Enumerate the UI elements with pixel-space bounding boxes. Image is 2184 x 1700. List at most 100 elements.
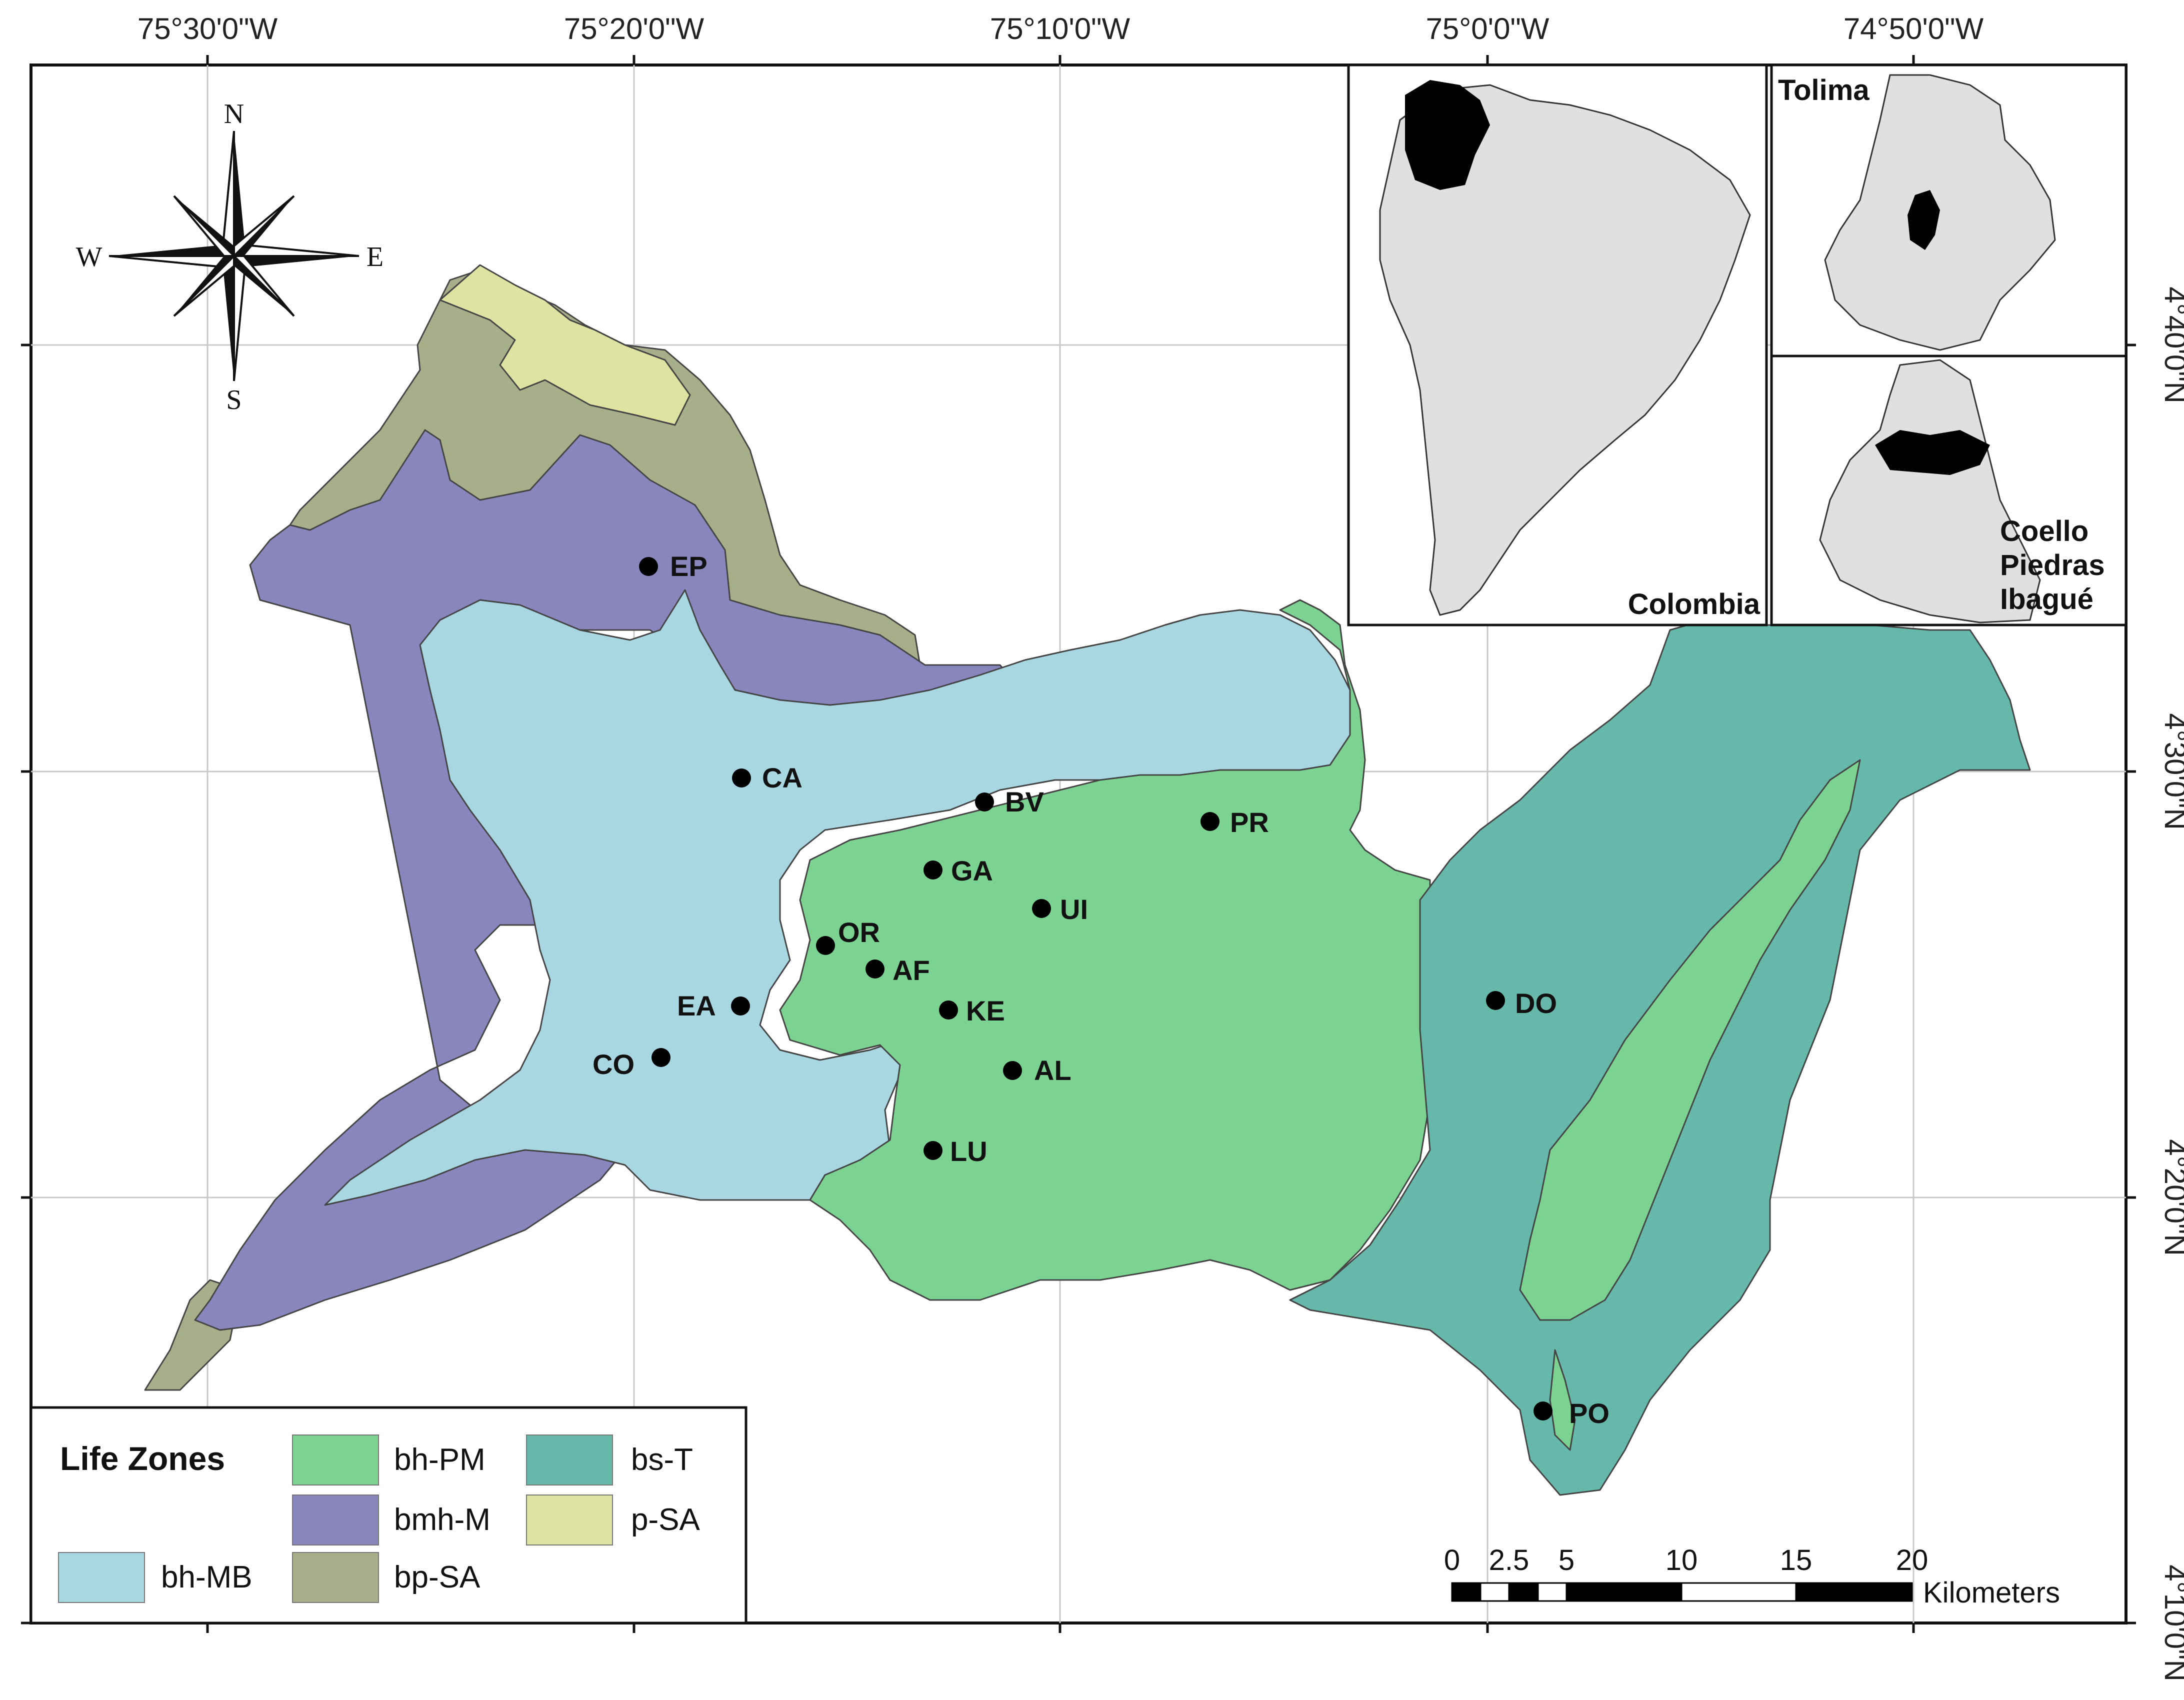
legend-label: bh-MB — [161, 1560, 252, 1594]
site-marker — [975, 792, 994, 812]
legend-label: bmh-M — [394, 1502, 490, 1537]
sites-layer: EP CA BV PR GA UI OR AF EA KE CO AL LU D… — [592, 550, 1610, 1429]
site-marker — [1003, 1061, 1022, 1080]
site-po[interactable]: PO — [1534, 1398, 1610, 1429]
legend-label: bh-PM — [394, 1442, 486, 1477]
legend-item-bh-mb: bh-MB — [58, 1552, 252, 1603]
legend-swatch — [58, 1552, 145, 1603]
site-af[interactable]: AF — [866, 954, 930, 986]
site-label: UI — [1060, 894, 1088, 925]
site-marker — [939, 1000, 958, 1020]
legend-item-bp-sa: bp-SA — [292, 1552, 480, 1603]
legend-item-p-sa: p-SA — [526, 1494, 700, 1546]
site-marker — [924, 1141, 942, 1160]
site-label: CO — [592, 1048, 634, 1080]
site-al[interactable]: AL — [1003, 1054, 1072, 1086]
basin-highlight — [1875, 430, 1990, 475]
legend-swatch — [526, 1494, 613, 1546]
site-marker — [866, 960, 884, 978]
tolima-shape — [1819, 359, 2041, 624]
compass-east-label: E — [366, 242, 384, 272]
inset-department-label: Tolima — [1778, 74, 1870, 106]
site-marker — [731, 996, 750, 1016]
legend-swatch — [292, 1434, 379, 1486]
site-marker — [732, 768, 751, 788]
legend-label: bp-SA — [394, 1560, 480, 1594]
legend: Life Zones bh-PM bs-T bmh-M p-SA bh-MB b… — [30, 1406, 748, 1624]
compass-north-label: N — [224, 98, 244, 130]
site-lu[interactable]: LU — [924, 1136, 988, 1167]
site-marker — [1200, 812, 1220, 831]
scale-segment — [1795, 1582, 1913, 1602]
scale-segment — [1480, 1582, 1510, 1602]
longitude-label-5: 74°50'0"W — [1844, 12, 1984, 46]
site-label: GA — [951, 855, 993, 886]
legend-frame — [30, 1406, 748, 1624]
site-label: PR — [1230, 806, 1269, 838]
compass-rose-icon: N S E W — [76, 98, 384, 416]
scale-tick-label: 5 — [1558, 1544, 1574, 1576]
site-marker — [1486, 991, 1505, 1010]
site-ea[interactable]: EA — [677, 990, 750, 1022]
scale-segment — [1451, 1582, 1482, 1602]
site-label: OR — [838, 916, 880, 948]
site-label: DO — [1515, 988, 1557, 1019]
legend-item-bh-pm: bh-PM — [292, 1434, 486, 1486]
colombia-highlight — [1405, 80, 1490, 190]
site-label: AL — [1034, 1054, 1072, 1086]
site-pr[interactable]: PR — [1200, 806, 1269, 838]
scale-unit-label: Kilometers — [1923, 1576, 2060, 1609]
scale-tick-label: 20 — [1896, 1544, 1928, 1576]
site-do[interactable]: DO — [1486, 988, 1557, 1019]
legend-item-bs-t: bs-T — [526, 1434, 693, 1486]
legend-swatch — [526, 1434, 613, 1486]
zone-bh-pm-tongue-2 — [1549, 1349, 1576, 1451]
scale-tick-label: 15 — [1780, 1544, 1812, 1576]
scale-segment — [1680, 1582, 1797, 1602]
site-marker — [816, 936, 835, 955]
inset-basin: Coello Piedras Ibagué — [1770, 354, 2128, 626]
site-label: KE — [966, 995, 1005, 1026]
site-marker — [1534, 1402, 1552, 1420]
inset-country-label: Colombia — [1628, 588, 1760, 620]
legend-label: p-SA — [631, 1502, 700, 1537]
south-america-shape — [1379, 84, 1751, 616]
zone-bh-mb — [324, 589, 1361, 1206]
site-ke[interactable]: KE — [939, 995, 1005, 1026]
basin-label-line-1: Coello — [2000, 515, 2088, 548]
site-marker — [652, 1048, 670, 1067]
watershed-map — [144, 264, 2031, 1496]
site-ca[interactable]: CA — [732, 762, 802, 794]
colombia-shape — [1824, 74, 2056, 351]
latitude-label-1: 4°40'0"N — [2158, 286, 2184, 404]
site-label: PO — [1569, 1398, 1610, 1429]
site-or[interactable]: OR — [816, 916, 880, 955]
longitude-label-2: 75°20'0"W — [564, 12, 704, 46]
site-ui[interactable]: UI — [1032, 894, 1088, 925]
compass-south-label: S — [226, 384, 242, 416]
zone-bh-pm — [779, 599, 1431, 1301]
scale-segment — [1508, 1582, 1539, 1602]
legend-title: Life Zones — [60, 1440, 225, 1477]
inset-colombia: Colombia — [1347, 64, 1768, 626]
site-bv[interactable]: BV — [975, 786, 1044, 818]
longitude-label-4: 75°0'0"W — [1426, 12, 1550, 46]
legend-swatch — [292, 1552, 379, 1603]
site-label: EA — [677, 990, 716, 1022]
scale-tick-label: 10 — [1666, 1544, 1698, 1576]
legend-item-bmh-m: bmh-M — [292, 1494, 490, 1546]
site-ga[interactable]: GA — [924, 855, 993, 886]
site-label: EP — [670, 550, 708, 582]
basin-label-line-3: Ibagué — [2000, 583, 2094, 616]
zone-p-sa — [439, 264, 691, 426]
site-co[interactable]: CO — [592, 1048, 670, 1080]
site-ep[interactable]: EP — [639, 550, 708, 582]
legend-swatch — [292, 1494, 379, 1546]
zone-bh-pm-tongue — [1519, 759, 1861, 1321]
site-label: AF — [892, 954, 930, 986]
basin-label-line-2: Piedras — [2000, 549, 2105, 582]
scale-tick-label: 2.5 — [1489, 1544, 1530, 1576]
latitude-label-4: 4°10'0"N — [2158, 1564, 2184, 1682]
legend-label: bs-T — [631, 1442, 693, 1477]
